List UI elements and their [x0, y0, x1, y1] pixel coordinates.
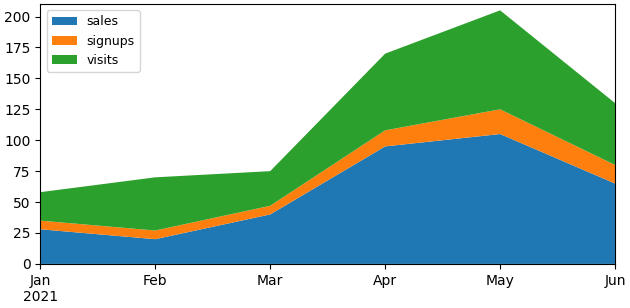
Legend: sales, signups, visits: sales, signups, visits — [47, 10, 140, 72]
